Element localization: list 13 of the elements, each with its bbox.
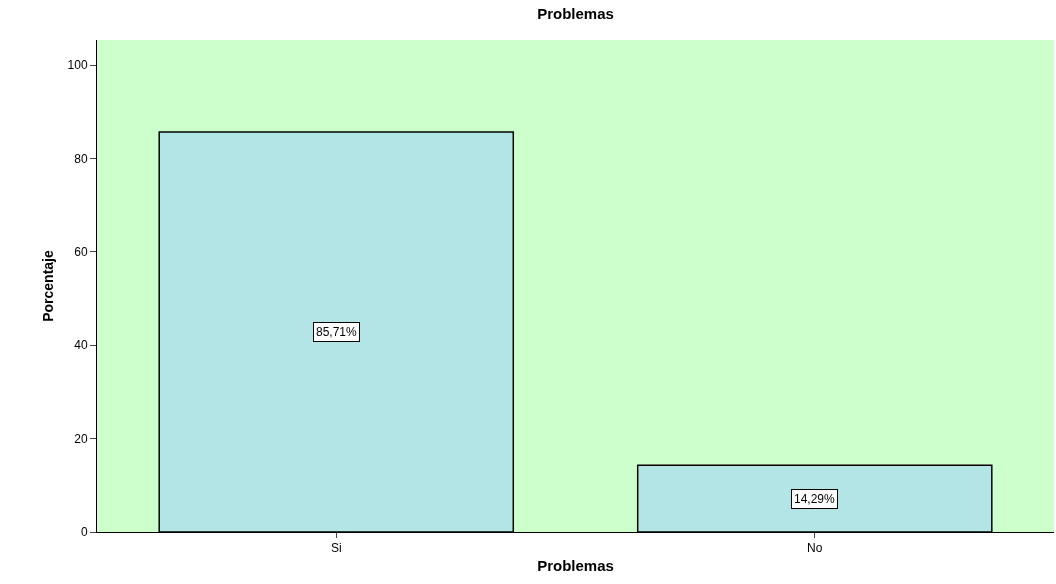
y-axis-title: Porcentaje [40, 250, 57, 322]
y-tick-label: 80 [74, 151, 88, 166]
chart-title: Problemas [537, 5, 614, 23]
y-tick-label: 40 [74, 338, 88, 353]
data-label: 85,71% [316, 325, 358, 339]
data-label: 14,29% [794, 492, 836, 506]
x-axis-title: Problemas [537, 557, 614, 575]
y-tick-label: 0 [80, 525, 88, 540]
y-tick-label: 20 [74, 431, 88, 446]
x-tick-label: No [807, 541, 823, 556]
y-tick-label: 100 [67, 58, 88, 73]
y-tick-label: 60 [74, 245, 88, 260]
x-tick-label: Si [330, 541, 342, 556]
